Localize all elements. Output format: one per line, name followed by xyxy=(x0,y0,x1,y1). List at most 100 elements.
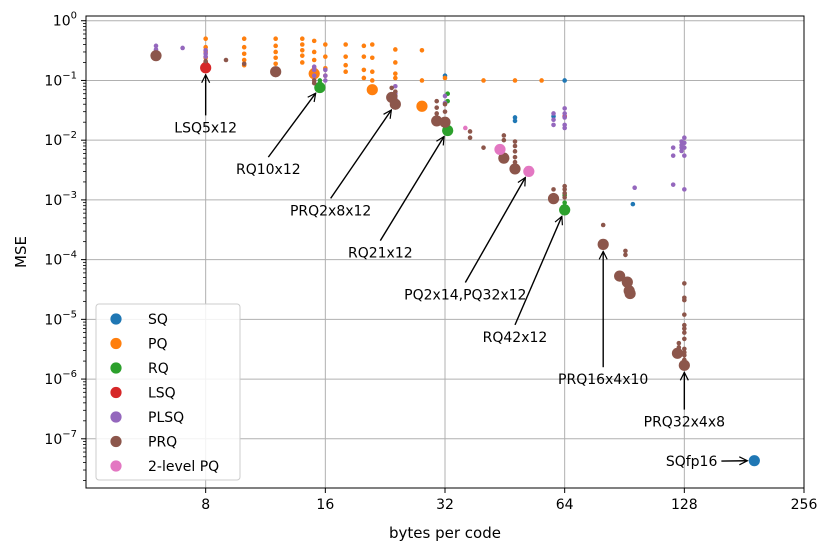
prq-point xyxy=(682,326,687,331)
legend-label: 2-level PQ xyxy=(148,459,219,475)
prq-point xyxy=(562,190,567,196)
pq-point xyxy=(343,42,348,47)
pq-point xyxy=(369,69,375,75)
legend: SQ PQ RQ LSQ PLSQ PRQ 2-level PQ xyxy=(95,303,241,481)
prq-highlight-point xyxy=(270,66,282,78)
pq-point xyxy=(299,60,305,65)
prq-point xyxy=(682,346,687,352)
y-tick-label: 10−7 xyxy=(44,429,77,448)
pq-point xyxy=(273,55,278,61)
plsq-point xyxy=(682,135,687,141)
annotation-label: RQ42x12 xyxy=(483,330,548,346)
plsq-point xyxy=(682,187,687,192)
legend-marker xyxy=(110,386,122,399)
annotation-arrow xyxy=(514,216,562,326)
plsq-point xyxy=(682,145,687,150)
prq-point xyxy=(467,135,473,141)
prq-point xyxy=(434,105,440,110)
plsq-point xyxy=(562,115,567,120)
legend-marker xyxy=(110,411,122,423)
prq-point xyxy=(623,252,628,258)
annotation-label: PRQ32x4x8 xyxy=(644,415,725,431)
pq-point xyxy=(361,75,367,81)
plsq-point xyxy=(670,182,676,187)
plsq-point xyxy=(551,117,556,123)
plsq-point xyxy=(670,153,676,158)
prq-point xyxy=(434,98,440,104)
plsq-point xyxy=(393,83,398,89)
pq-point xyxy=(361,54,367,59)
pq-point xyxy=(273,36,278,42)
plsq-point xyxy=(203,47,208,53)
prq-point xyxy=(682,297,687,303)
annotation-arrow xyxy=(379,137,444,241)
prq-point xyxy=(501,133,507,138)
pq-point xyxy=(299,47,305,53)
prq-point xyxy=(512,149,518,154)
pq-point xyxy=(273,43,278,49)
plsq-point xyxy=(311,73,317,79)
sq-point xyxy=(512,118,518,124)
prq-point xyxy=(311,80,317,86)
pq-point xyxy=(539,78,544,83)
legend-label: RQ xyxy=(148,361,169,377)
prq-point xyxy=(682,336,687,342)
plsq-point xyxy=(203,54,208,59)
annotation-label: SQfp16 xyxy=(666,454,718,470)
legend-marker xyxy=(110,435,122,448)
prq-highlight-point xyxy=(597,238,609,250)
annotation-label: PRQ16x4x10 xyxy=(558,372,648,388)
legend-marker xyxy=(110,313,122,325)
rq-highlight-point xyxy=(314,81,326,94)
rq-point xyxy=(562,200,567,205)
y-tick-label: 10−3 xyxy=(44,190,77,209)
y-tick-label: 10−5 xyxy=(44,309,77,328)
pq-point xyxy=(273,49,278,55)
pq-point xyxy=(481,78,486,83)
pq-point xyxy=(323,42,328,47)
plsq-point xyxy=(679,148,684,154)
prq-point xyxy=(512,154,518,160)
prq-highlight-point xyxy=(150,50,162,62)
plsq-point xyxy=(323,67,328,73)
plsq-point xyxy=(682,140,687,146)
y-axis-label: MSE xyxy=(12,236,30,268)
y-tick-label: 10−6 xyxy=(44,369,77,388)
x-tick-label: 16 xyxy=(316,497,334,513)
legend-label: SQ xyxy=(148,312,168,328)
legend-marker xyxy=(110,337,122,350)
prq-highlight-point xyxy=(624,287,636,300)
pq-point xyxy=(323,54,328,59)
pq-point xyxy=(419,78,425,83)
rq-highlight-point xyxy=(559,204,571,216)
y-tick-label: 100 xyxy=(53,11,77,30)
sq-point xyxy=(562,78,567,83)
prq-point xyxy=(501,137,507,143)
prq-point xyxy=(434,111,440,116)
pq-point xyxy=(369,78,375,83)
prq-point xyxy=(467,129,473,134)
y-axis: 10−7 10−6 10−5 10−4 10−3 10−2 10−1 100 xyxy=(44,11,86,481)
pq-point xyxy=(241,36,247,42)
plsq-point xyxy=(442,93,448,99)
plsq-point xyxy=(551,122,556,128)
pq-point xyxy=(311,49,317,55)
pq-point xyxy=(393,47,398,52)
legend-label: PQ xyxy=(148,337,167,353)
x-axis: 8 16 32 64 128 256 xyxy=(201,488,817,513)
prq-point xyxy=(203,58,208,64)
prq-highlight-point xyxy=(498,152,510,164)
x-tick-label: 64 xyxy=(556,497,574,513)
pq-point xyxy=(393,60,398,65)
pq-point xyxy=(419,47,425,53)
pq-point xyxy=(442,75,448,81)
prq-point xyxy=(562,195,567,200)
plsq-point xyxy=(670,145,676,150)
annotation-label: RQ10x12 xyxy=(236,162,301,178)
x-tick-label: 32 xyxy=(436,497,454,513)
prq-point xyxy=(512,143,518,149)
prq-point xyxy=(682,353,687,358)
sq-highlight-point xyxy=(748,455,760,467)
pq-point xyxy=(361,43,367,49)
